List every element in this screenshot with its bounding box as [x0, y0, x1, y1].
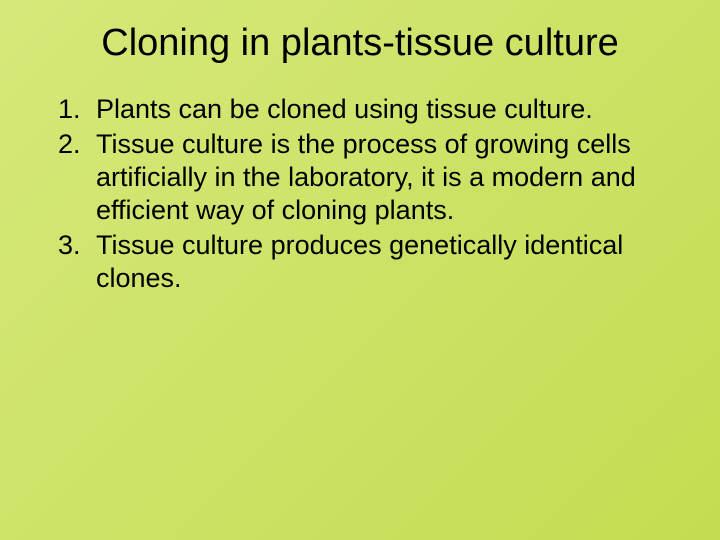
list-item: Tissue culture is the process of growing… — [88, 128, 690, 227]
slide-container: Cloning in plants-tissue culture Plants … — [0, 0, 720, 540]
list-item: Tissue culture produces genetically iden… — [88, 229, 690, 295]
numbered-list: Plants can be cloned using tissue cultur… — [20, 93, 700, 295]
slide-title: Cloning in plants-tissue culture — [20, 22, 700, 65]
list-item: Plants can be cloned using tissue cultur… — [88, 93, 690, 126]
